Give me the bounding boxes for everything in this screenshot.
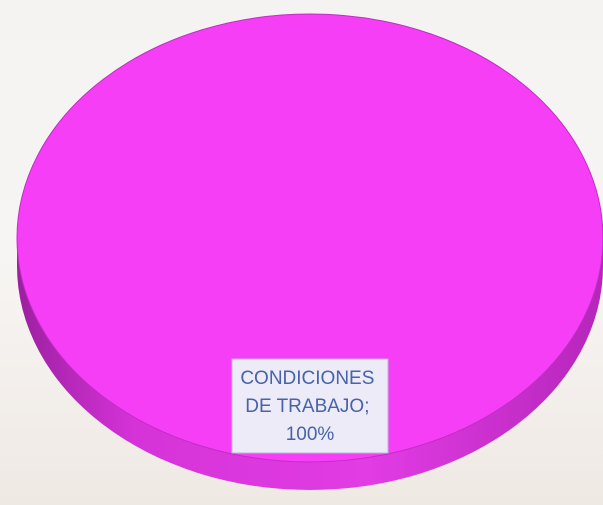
data-label: CONDICIONES DE TRABAJO; 100% (240, 368, 379, 445)
data-label-line: 100% (286, 424, 335, 445)
pie-slice (16, 13, 603, 463)
pie: CONDICIONES DE TRABAJO; 100% (16, 13, 603, 490)
data-label-line: CONDICIONES (240, 368, 379, 389)
data-label-line: DE TRABAJO; (245, 396, 375, 417)
data-label-box (231, 358, 389, 454)
